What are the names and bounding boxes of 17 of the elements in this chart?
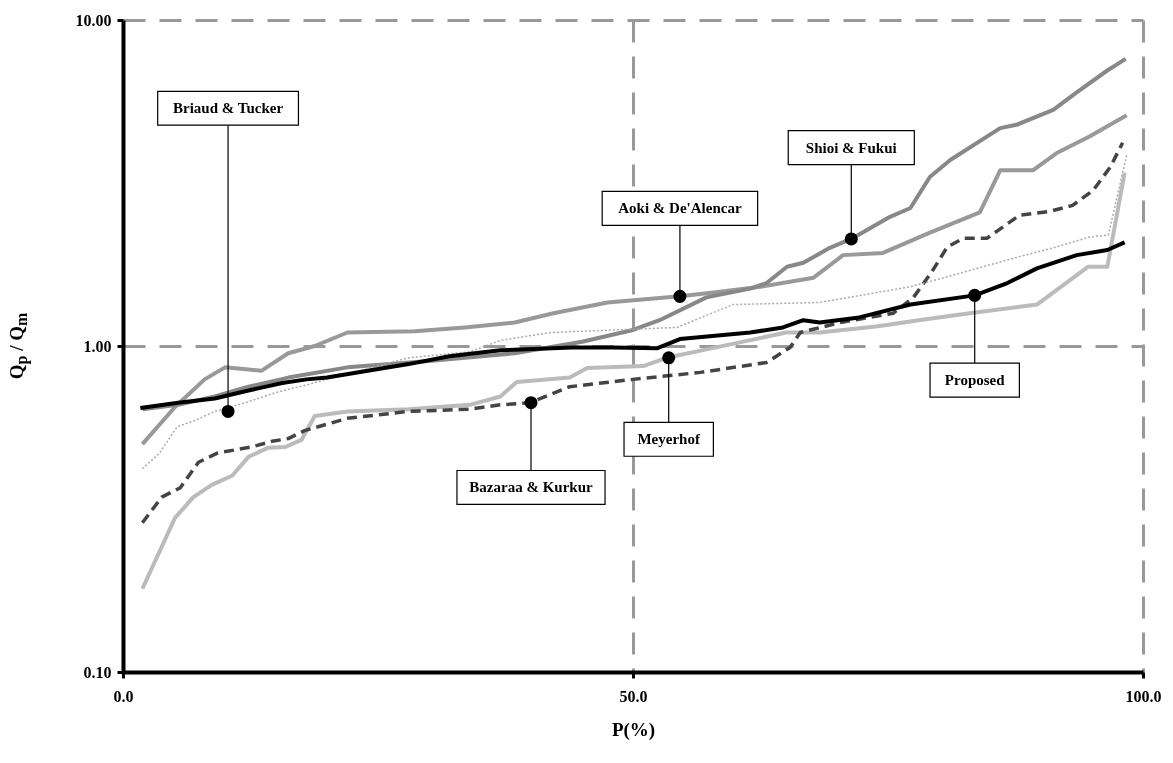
x-tick-label: 100.0 — [1125, 687, 1162, 705]
line-series — [141, 154, 1128, 470]
line-series — [140, 141, 1125, 525]
annotation: Briaud & Tucker — [173, 100, 284, 117]
y-tick-label: 1.00 — [83, 337, 112, 355]
annotation: Shioi & Fukui — [805, 139, 897, 156]
annotation: Proposed — [944, 372, 1006, 389]
annotation: Aoki & De'Alencar — [618, 200, 742, 217]
x-tick-label: 0.0 — [113, 687, 134, 705]
y-tick-label: 10.00 — [75, 11, 112, 29]
annotation: Meyerhof — [637, 431, 701, 448]
y-tick-label: 0.10 — [83, 663, 112, 681]
annotation: Bazaraa & Kurkur — [469, 479, 593, 496]
line-series — [140, 170, 1127, 591]
x-tick-label: 50.0 — [619, 687, 648, 705]
x-axis-title: P(%) — [611, 718, 656, 741]
point — [968, 288, 982, 302]
